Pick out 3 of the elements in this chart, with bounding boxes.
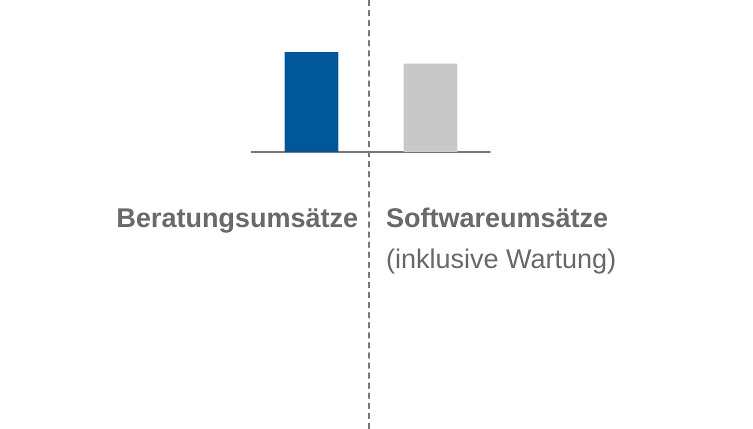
text: (inklusive Wartung) xyxy=(386,244,616,275)
x-tick-label: Beratungsumsätze xyxy=(116,203,358,234)
x-tick-label: Softwareumsätze xyxy=(386,203,608,234)
